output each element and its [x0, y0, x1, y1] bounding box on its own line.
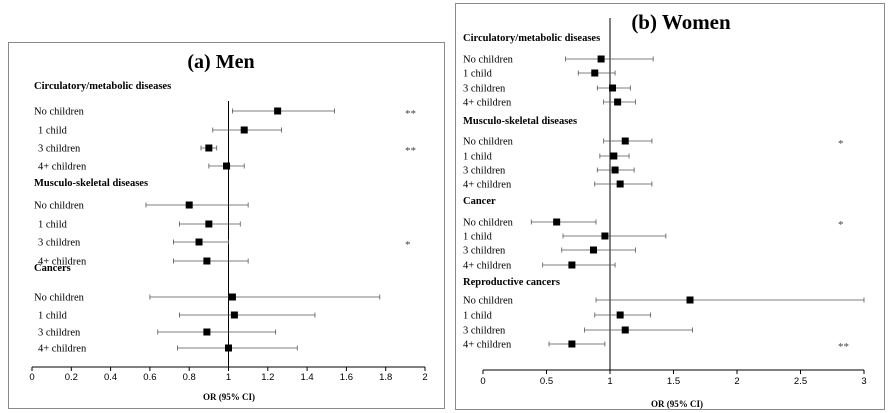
or-point: [225, 344, 232, 352]
or-point: [686, 296, 694, 304]
chart-title: (b) Women: [631, 10, 731, 34]
row-label: 1 child: [463, 69, 493, 80]
x-tick-label: 1: [607, 376, 612, 387]
x-tick-label: 0: [480, 376, 485, 387]
row-label: 1 child: [463, 232, 493, 243]
or-point: [597, 55, 605, 63]
row-label: 3 children: [38, 144, 81, 155]
or-point: [614, 98, 622, 106]
or-point: [616, 180, 624, 188]
significance-marker: **: [838, 341, 849, 353]
or-point: [568, 261, 576, 269]
significance-marker: *: [838, 219, 844, 231]
group-label: Musculo-skeletal diseases: [463, 116, 577, 127]
row-label: No children: [34, 201, 85, 212]
x-tick-label: 0.5: [540, 376, 553, 387]
x-tick-label: 1.2: [261, 372, 274, 383]
chart-panel-men: (a) Men 0 0.2 0.4 0.6 0.8 1 1.2 1.4 1.6 1.8 2 OR (95…: [8, 42, 445, 409]
row-label: No children: [463, 296, 514, 307]
chart-title: (a) Men: [187, 51, 254, 73]
x-tick-label: 1.5: [667, 376, 680, 387]
or-point: [621, 326, 629, 334]
row-label: 3 children: [463, 84, 506, 95]
or-point: [228, 293, 236, 301]
or-point: [230, 311, 238, 319]
x-tick-label: 0: [29, 372, 34, 383]
row-label: 3 children: [463, 326, 506, 337]
row-label: No children: [463, 55, 514, 66]
row-label: No children: [34, 293, 85, 304]
row-label: No children: [34, 107, 85, 118]
row-label: 1 child: [463, 311, 493, 322]
x-axis-title: OR (95% CI): [651, 399, 703, 409]
or-point: [223, 162, 231, 170]
group-label: Circulatory/metabolic diseases: [463, 33, 600, 44]
or-point: [591, 69, 599, 77]
or-point: [611, 166, 619, 174]
group-label: Reproductive cancers: [463, 277, 560, 288]
row-label: 1 child: [38, 126, 68, 137]
x-tick-label: 0.2: [65, 372, 78, 383]
group-label: Cancers: [34, 263, 71, 274]
row-label: 4+ children: [38, 257, 87, 268]
significance-marker: **: [405, 108, 416, 120]
or-point: [203, 328, 211, 336]
x-tick-label: 3: [861, 376, 866, 387]
row-label: 4+ children: [463, 180, 512, 191]
or-point: [589, 246, 597, 254]
forest-plot-men: (a) Men 0 0.2 0.4 0.6 0.8 1 1.2 1.4 1.6 1.8 2 OR (95…: [29, 51, 427, 402]
x-tick-label: 2.5: [794, 376, 807, 387]
or-point: [205, 144, 213, 152]
chart-panel-women: (b) Women 0 0.5 1 1.5 2 2.5 3 OR (95% CI) Circula…: [455, 3, 885, 410]
forest-plot-women: (b) Women 0 0.5 1 1.5 2 2.5 3 OR (95% CI) Circula…: [463, 10, 867, 409]
significance-marker: *: [405, 239, 411, 251]
row-label: 3 children: [38, 328, 81, 339]
group-label: Musculo-skeletal diseases: [34, 178, 148, 189]
significance-marker: **: [405, 145, 416, 157]
row-label: 1 child: [38, 311, 68, 322]
or-point: [621, 137, 629, 145]
row-label: 4+ children: [38, 344, 87, 355]
x-tick-label: 0.6: [143, 372, 156, 383]
row-label: 3 children: [463, 166, 506, 177]
or-point: [240, 126, 248, 134]
x-tick-label: 0.8: [183, 372, 196, 383]
row-label: 4+ children: [463, 98, 512, 109]
x-tick-label: 2: [422, 372, 427, 383]
or-point: [274, 107, 282, 115]
or-point: [203, 257, 211, 265]
row-label: 4+ children: [38, 162, 87, 173]
row-label: No children: [463, 218, 514, 229]
or-point: [616, 311, 624, 319]
x-tick-label: 1.8: [379, 372, 392, 383]
x-tick-label: 1.6: [340, 372, 353, 383]
x-tick-label: 0.4: [104, 372, 117, 383]
row-label: 1 child: [38, 220, 68, 231]
x-tick-label: 1: [226, 372, 231, 383]
row-label: 4+ children: [463, 261, 512, 272]
or-point: [205, 220, 213, 228]
or-point: [195, 238, 203, 246]
or-point: [568, 340, 576, 348]
row-label: 3 children: [38, 238, 81, 249]
or-point: [609, 84, 617, 92]
or-point: [553, 218, 561, 226]
or-point: [610, 152, 618, 160]
x-tick-label: 2: [734, 376, 739, 387]
or-point: [601, 232, 609, 240]
group-label: Cancer: [463, 196, 496, 207]
row-label: 1 child: [463, 152, 493, 163]
row-label: 3 children: [463, 246, 506, 257]
row-label: No children: [463, 137, 514, 148]
x-tick-label: 1.4: [300, 372, 313, 383]
or-point: [185, 201, 193, 209]
row-label: 4+ children: [463, 340, 512, 351]
significance-marker: *: [838, 138, 844, 150]
x-axis-title: OR (95% CI): [203, 392, 255, 402]
group-label: Circulatory/metabolic diseases: [34, 81, 171, 92]
